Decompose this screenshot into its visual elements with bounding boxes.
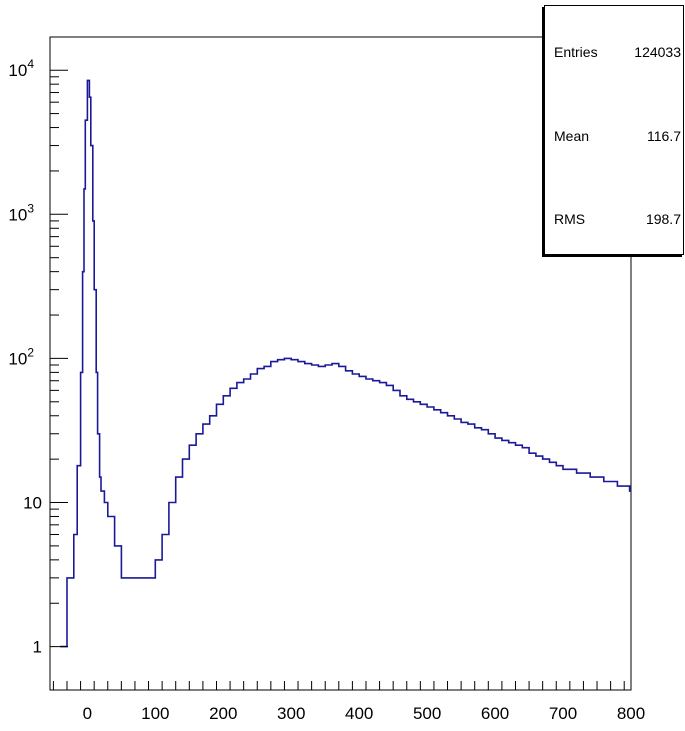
y-tick-base: 10 [8,61,27,80]
y-tick-label: 1 [33,638,42,657]
x-tick-label: 100 [141,704,169,723]
stat-name: RMS [554,211,586,227]
histogram-line [60,79,631,648]
y-tick-exponent: 4 [27,57,34,71]
y-tick-base: 10 [8,349,27,368]
statistics-box: Entries 124033 Mean 116.7 RMS 198.7 [544,5,684,255]
y-tick-label: 104 [8,57,34,80]
x-tick-label: 500 [413,704,441,723]
y-tick-label: 10 [23,494,42,513]
x-tick-label: 300 [277,704,305,723]
y-tick-base: 10 [8,205,27,224]
x-axis: 0 100 200 300 400 500 600 700 800 [52,681,645,723]
plot-border [49,36,632,691]
stat-name: Mean [554,128,590,144]
plot-frame [49,36,632,691]
histogram-series [60,79,631,648]
x-tick-label: 800 [617,704,645,723]
x-tick-label: 200 [209,704,237,723]
stat-row-entries: Entries 124033 [545,44,685,64]
stat-value: 124033 [634,44,681,60]
y-tick-label: 103 [8,201,34,224]
x-tick-label: 700 [549,704,577,723]
x-tick-label: 600 [481,704,509,723]
x-tick-label: 0 [83,704,92,723]
y-tick-label: 102 [8,345,34,368]
stat-row-rms: RMS 198.7 [545,211,685,231]
stat-value: 198.7 [645,211,681,227]
stat-value: 116.7 [647,128,681,144]
stat-name: Entries [554,44,598,60]
stat-row-mean: Mean 116.7 [545,128,685,148]
x-tick-label: 400 [345,704,373,723]
y-tick-exponent: 3 [27,201,34,215]
y-tick-exponent: 2 [27,345,34,359]
